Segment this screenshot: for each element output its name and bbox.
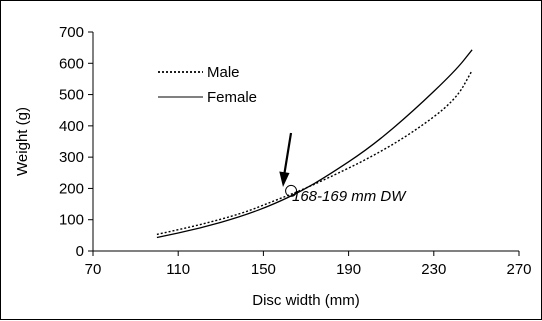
- y-tick-label: 600: [59, 55, 84, 72]
- x-tick-label: 70: [85, 261, 102, 278]
- annotation: 168-169 mm DW: [279, 132, 407, 205]
- annotation-arrow: [283, 132, 293, 174]
- series-line-male: [156, 70, 473, 236]
- y-ticks: 0 100 200 300 400 500 600 700: [59, 24, 93, 260]
- series-lines: [156, 49, 473, 239]
- legend: Male Female: [158, 64, 257, 106]
- y-tick-label: 0: [76, 243, 84, 260]
- x-ticks: 70 110 150 190 230 270: [85, 251, 532, 278]
- y-tick-label: 700: [59, 24, 84, 41]
- annotation-circle-marker: [285, 184, 298, 197]
- axes: [92, 32, 519, 252]
- y-tick-label: 400: [59, 118, 84, 135]
- y-tick-label: 500: [59, 87, 84, 104]
- series-line-female: [156, 49, 473, 239]
- x-tick-label: 270: [506, 261, 531, 278]
- x-tick-label: 150: [251, 261, 276, 278]
- legend-label-female: Female: [207, 89, 257, 106]
- x-tick-label: 190: [336, 261, 361, 278]
- annotation-arrow-head: [279, 171, 290, 187]
- x-axis-title: Disc width (mm): [252, 292, 360, 309]
- legend-label-male: Male: [207, 64, 240, 81]
- y-tick-label: 300: [59, 149, 84, 166]
- x-tick-label: 110: [166, 261, 190, 278]
- x-tick-label: 230: [421, 261, 446, 278]
- y-tick-label: 200: [59, 180, 84, 197]
- y-axis-title: Weight (g): [14, 107, 31, 176]
- annotation-label: 168-169 mm DW: [292, 188, 407, 205]
- y-tick-label: 100: [59, 212, 84, 229]
